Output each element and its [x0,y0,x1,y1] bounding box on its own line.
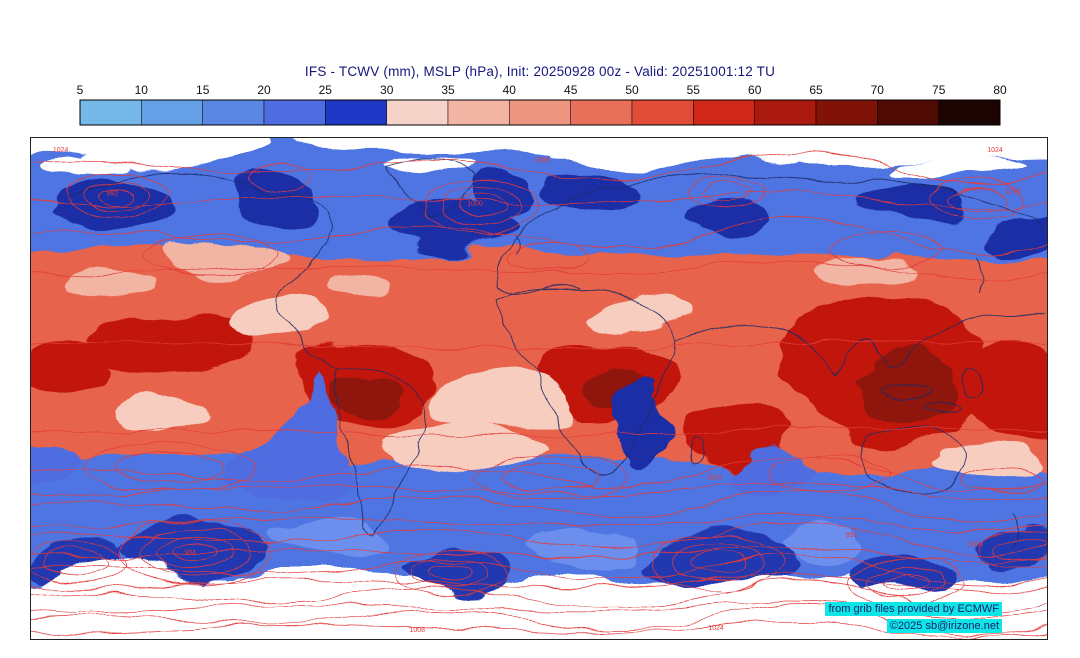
credit-copyright: ©2025 sb@irizone.net [886,619,1002,633]
contour-labels: 1024 1008 1024 1016 1000 992 1024 992 10… [53,147,1021,634]
colorbar-tick: 65 [809,83,823,97]
colorbar-tick: 45 [564,83,578,97]
colorbar-segment [815,99,878,126]
contour-label: 984 [184,550,196,557]
colorbar-segment [509,99,571,126]
colorbar: 5 10 15 20 25 30 35 40 45 50 55 60 65 70… [77,83,1007,126]
colorbar-tick: 5 [77,83,84,97]
colorbar-tick: 25 [319,83,333,97]
colorbar-segment [631,99,694,126]
contour-label: 1024 [987,147,1003,154]
colorbar-segment [447,99,510,126]
colorbar-segment [141,99,203,126]
colorbar-segment [79,99,142,126]
contour-label: 1024 [708,625,724,632]
colorbar-border [79,99,1001,126]
colorbar-tick: 60 [748,83,762,97]
colorbar-tick: 15 [196,83,210,97]
colorbar-segment [386,99,449,126]
colorbar-segment [202,99,265,126]
tcwv-shading-layer [31,138,1047,639]
colorbar-tick: 20 [257,83,271,97]
credits: from grib files provided by ECMWF ©2025 … [825,602,1002,633]
colorbar-segment [754,99,817,126]
contour-label: 1000 [467,200,483,207]
colorbar-tick: 30 [380,83,394,97]
colorbar-tick: 80 [993,83,1007,97]
colorbar-tick: 35 [441,83,455,97]
contour-label: 1008 [534,157,550,164]
contour-label: 1024 [706,474,722,481]
colorbar-segment [325,99,387,126]
contour-label: 1008 [410,627,426,634]
colorbar-segment [938,99,1001,126]
map-frame: 1024 1008 1024 1016 1000 992 1024 992 10… [30,137,1048,640]
colorbar-segment [263,99,326,126]
coastlines-layer [65,157,1046,547]
colorbar-segment [693,99,755,126]
colorbar-tick: 50 [625,83,639,97]
colorbar-tick: 10 [135,83,149,97]
credit-source: from grib files provided by ECMWF [825,602,1002,616]
contour-label: 992 [107,191,119,198]
mslp-contours-layer [31,150,1047,639]
colorbar-tick: 55 [687,83,701,97]
contour-label: 1016 [1005,189,1021,196]
colorbar-tick-labels: 5 10 15 20 25 30 35 40 45 50 55 60 65 70… [77,83,1007,97]
colorbar-tick: 40 [503,83,517,97]
page-title: IFS - TCWV (mm), MSLP (hPa), Init: 20250… [304,64,776,79]
contour-label: 1024 [53,147,69,154]
world-map: 1024 1008 1024 1016 1000 992 1024 992 10… [31,138,1047,639]
contour-label: 1000 [967,542,983,549]
colorbar-segment [570,99,633,126]
colorbar-segments [79,99,1001,126]
colorbar-segment [877,99,939,126]
contour-label: 992 [846,532,858,539]
colorbar-tick: 70 [871,83,885,97]
colorbar-tick: 75 [932,83,946,97]
